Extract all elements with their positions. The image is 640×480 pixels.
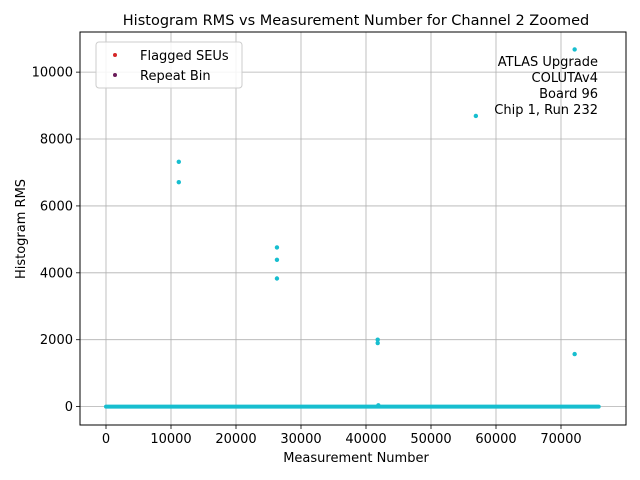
annotation-line-1: ATLAS Upgrade (498, 55, 598, 70)
annotation-line-3: Board 96 (539, 87, 598, 102)
y-tick-label: 4000 (40, 266, 73, 281)
x-tick-label: 30000 (280, 432, 321, 447)
data-point (274, 257, 280, 262)
chart-title: Histogram RMS vs Measurement Number for … (123, 13, 589, 29)
legend-marker-flagged-seus (113, 53, 117, 57)
annotation-line-4: Chip 1, Run 232 (494, 103, 598, 118)
data-point (274, 276, 280, 281)
x-tick-label: 50000 (410, 432, 451, 447)
plot-frame (79, 31, 627, 426)
x-tick-label: 0 (102, 432, 110, 447)
data-point (376, 403, 381, 408)
x-tick-label: 60000 (475, 432, 516, 447)
y-tick-label: 2000 (40, 333, 73, 348)
x-tick-label: 10000 (150, 432, 191, 447)
legend-label-flagged-seus: Flagged SEUs (140, 49, 229, 64)
legend-label-repeat-bin: Repeat Bin (140, 69, 211, 84)
y-tick-label: 10000 (32, 66, 73, 81)
legend-box (95, 41, 243, 89)
x-axis-ticks: 0 10000 20000 30000 40000 50000 60000 70000 (102, 425, 582, 447)
x-tick-label: 70000 (540, 432, 581, 447)
data-point (572, 47, 577, 52)
annotation-block: ATLAS Upgrade COLUTAv4 Board 96 Chip 1, … (494, 55, 598, 118)
data-point (176, 179, 181, 185)
y-tick-label: 0 (65, 400, 73, 415)
data-point (274, 245, 280, 250)
y-axis-ticks: 0 2000 4000 6000 8000 10000 (32, 66, 80, 415)
y-axis-label: Histogram RMS (14, 179, 29, 279)
y-tick-label: 6000 (40, 199, 73, 214)
data-point (176, 159, 181, 164)
annotation-line-2: COLUTAv4 (532, 71, 598, 86)
data-point (572, 351, 577, 357)
data-point (473, 113, 479, 119)
data-point (375, 337, 380, 342)
data-point (375, 340, 380, 346)
x-tick-label: 20000 (215, 432, 256, 447)
x-axis-label: Measurement Number (283, 451, 429, 466)
legend: Flagged SEUs Repeat Bin (95, 41, 243, 89)
legend-marker-repeat-bin (113, 73, 117, 77)
data-points (176, 47, 577, 408)
grid-lines (80, 32, 626, 425)
y-tick-label: 8000 (40, 133, 73, 148)
x-tick-label: 40000 (345, 432, 386, 447)
